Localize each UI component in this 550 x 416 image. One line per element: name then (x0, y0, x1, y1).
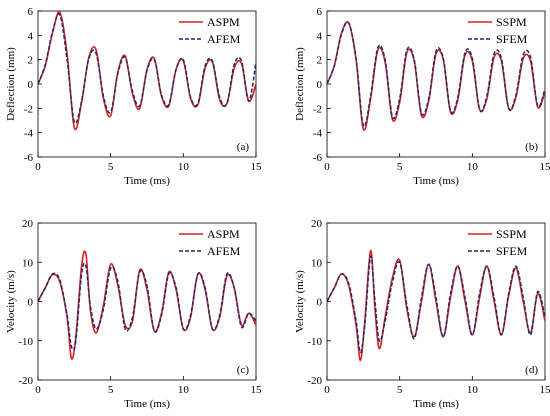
x-tick-label: 15 (251, 161, 263, 173)
x-tick-label: 15 (251, 384, 263, 396)
x-tick-label: 10 (178, 384, 190, 396)
panel-3: 0 5 10 15 -20 -10 0 10 20 Time (ms) Velocity (m/s)… (5, 218, 262, 410)
legend-label: AFEM (207, 32, 241, 46)
panel-tag: (a) (237, 141, 250, 153)
x-tick-label: 5 (108, 384, 114, 396)
y-tick-label: -2 (313, 103, 322, 115)
series-line-aspm (38, 250, 256, 360)
series-line-afem (38, 262, 256, 351)
legend-label: SFEM (496, 244, 528, 258)
y-axis-label: Deflection (mm) (5, 47, 17, 121)
y-tick-label: 2 (28, 55, 34, 67)
y-tick-label: 4 (317, 30, 323, 42)
x-tick-label: 15 (540, 161, 550, 173)
y-tick-label: 0 (28, 79, 34, 91)
legend-label: ASPM (207, 227, 240, 241)
x-tick-label: 0 (324, 384, 330, 396)
y-axis-label: Velocity (m/s) (294, 270, 306, 333)
y-tick-label: -4 (313, 128, 323, 140)
legend-label: ASPM (207, 15, 240, 29)
y-tick-label: 0 (317, 79, 323, 91)
legend-label: AFEM (207, 244, 241, 258)
x-tick-label: 10 (467, 384, 479, 396)
y-tick-label: 2 (317, 55, 323, 67)
panel-tag: (b) (525, 141, 538, 153)
panel-tag: (c) (237, 364, 250, 376)
legend-label: SSPM (496, 227, 527, 241)
y-tick-label: 4 (28, 30, 34, 42)
legend-label: SFEM (496, 32, 528, 46)
panel-1: 0 5 10 15 -6 -4 -2 0 2 4 6 Time (ms) Deflection (mm)… (5, 6, 262, 187)
x-axis-label: Time (ms) (413, 398, 459, 410)
x-tick-label: 5 (397, 384, 403, 396)
x-tick-label: 15 (540, 384, 550, 396)
panel-2: 0 5 10 15 -6 -4 -2 0 2 4 6 Time (ms) Deflection (mm)… (294, 6, 550, 187)
x-tick-label: 0 (35, 161, 41, 173)
x-tick-label: 10 (467, 161, 479, 173)
series-line-afem (38, 12, 256, 124)
x-tick-label: 5 (108, 161, 114, 173)
y-tick-label: 20 (311, 218, 323, 230)
y-tick-label: -6 (313, 152, 323, 164)
y-tick-label: 6 (28, 6, 34, 18)
series-line-sfem (327, 255, 545, 354)
y-tick-label: 0 (317, 297, 323, 309)
y-tick-label: -6 (24, 152, 34, 164)
x-tick-label: 5 (397, 161, 403, 173)
panel-tag: (d) (525, 364, 538, 376)
x-axis-label: Time (ms) (413, 175, 459, 187)
x-tick-label: 10 (178, 161, 190, 173)
y-tick-label: -20 (307, 375, 322, 387)
legend-label: SSPM (496, 15, 527, 29)
x-axis-label: Time (ms) (124, 398, 170, 410)
y-tick-label: -20 (18, 375, 33, 387)
panel-4: 0 5 10 15 -20 -10 0 10 20 Time (ms) Velocity (m/s)… (294, 218, 550, 410)
y-tick-label: 20 (22, 218, 34, 230)
y-tick-label: 10 (22, 257, 34, 269)
x-tick-label: 0 (35, 384, 41, 396)
y-tick-label: -10 (18, 336, 33, 348)
y-tick-label: 0 (28, 297, 34, 309)
y-tick-label: 10 (311, 257, 323, 269)
y-axis-label: Deflection (mm) (294, 47, 306, 121)
series-line-sfem (327, 21, 545, 128)
y-tick-label: -2 (24, 103, 33, 115)
y-tick-label: 6 (317, 6, 323, 18)
y-axis-label: Velocity (m/s) (5, 270, 17, 333)
x-tick-label: 0 (324, 161, 330, 173)
series-line-sspm (327, 249, 545, 362)
y-tick-label: -4 (24, 128, 34, 140)
y-tick-label: -10 (307, 336, 322, 348)
x-axis-label: Time (ms) (124, 175, 170, 187)
